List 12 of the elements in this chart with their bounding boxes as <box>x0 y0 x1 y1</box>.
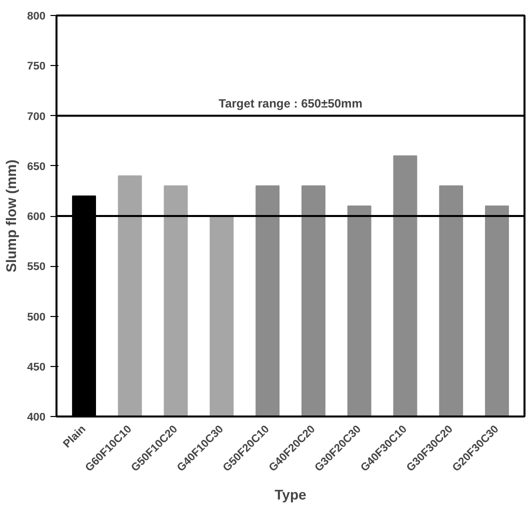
y-tick-label: 800 <box>27 10 46 22</box>
annotation: Target range : 650±50mm <box>218 96 362 110</box>
y-tick-label: 400 <box>27 412 46 424</box>
y-axis-title: Slump flow (mm) <box>3 160 20 272</box>
y-tick-label: 700 <box>27 110 46 123</box>
y-tick-label: 650 <box>27 160 46 173</box>
y-tick-label: 750 <box>27 60 46 73</box>
x-axis-title: Type <box>274 486 307 502</box>
y-tick-label: 500 <box>27 311 46 324</box>
y-tick-label: 550 <box>27 261 46 274</box>
y-tick-label: 600 <box>27 211 46 223</box>
y-tick-label: 450 <box>27 361 46 374</box>
